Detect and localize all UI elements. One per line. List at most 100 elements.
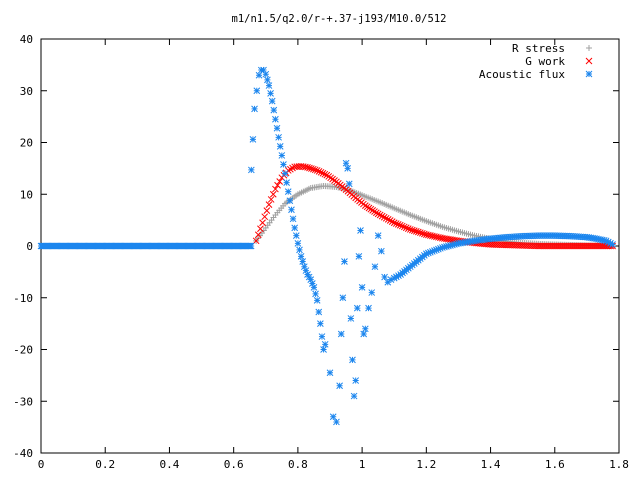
x-tick-label: 1.8 [609, 458, 629, 471]
g-work-point [319, 169, 327, 177]
cross-marker [380, 213, 388, 221]
star-marker [276, 143, 284, 150]
star-marker [280, 161, 287, 168]
g-work-point [259, 219, 266, 227]
g-work-point [302, 163, 309, 171]
y-tick-label: -20 [13, 344, 33, 357]
y-tick-label: 40 [20, 33, 33, 46]
g-work-point [404, 225, 412, 232]
star-marker [286, 197, 294, 205]
acoustic-flux-point [433, 246, 440, 254]
cross-marker [435, 233, 442, 241]
star-marker [604, 238, 612, 246]
star-marker [273, 124, 281, 132]
acoustic-flux-point [381, 273, 388, 281]
star-marker [281, 170, 289, 177]
g-work-point [257, 225, 264, 233]
x-tick-label: 0.6 [224, 458, 244, 471]
g-work-point [392, 220, 400, 227]
acoustic-flux-point [426, 248, 434, 256]
star-marker [422, 250, 430, 258]
acoustic-flux-point [357, 227, 364, 234]
acoustic-flux-point [294, 240, 302, 247]
acoustic-flux-point [437, 244, 444, 252]
g-work-point [433, 233, 440, 241]
star-marker [291, 224, 299, 232]
cross-marker [376, 211, 384, 219]
acoustic-flux-point [275, 133, 282, 141]
star-marker [329, 413, 337, 421]
y-tick-label: 10 [20, 188, 33, 201]
star-marker [390, 274, 398, 282]
star-marker [374, 232, 382, 240]
g-work-point [376, 211, 384, 219]
acoustic-flux-point [320, 346, 327, 353]
g-work-point [311, 166, 319, 174]
star-marker [270, 106, 278, 114]
acoustic-flux-point [286, 197, 294, 205]
cross-marker [257, 225, 264, 233]
cross-marker [396, 221, 404, 229]
g-work-point [414, 228, 422, 236]
star-marker [267, 89, 274, 97]
cross-marker [276, 178, 284, 185]
cross-marker [382, 214, 390, 222]
cross-marker [408, 226, 416, 234]
chart-title: m1/n1.5/q2.0/r-+.37-j193/M10.0/512 [232, 13, 447, 25]
cross-marker [429, 232, 436, 240]
acoustic-flux-point [336, 382, 343, 390]
cross-marker [414, 228, 422, 236]
cross-marker [433, 233, 440, 241]
acoustic-flux-point [451, 241, 458, 248]
g-work-point [408, 226, 416, 234]
acoustic-flux-point [262, 70, 270, 78]
g-work-point [384, 216, 392, 223]
acoustic-flux-point [268, 97, 276, 105]
star-marker [437, 244, 444, 252]
star-marker [333, 418, 340, 426]
g-work-point [420, 230, 428, 238]
star-marker [307, 276, 315, 283]
acoustic-flux-point [333, 418, 340, 426]
y-tick-label: -30 [13, 395, 33, 408]
star-marker [357, 227, 364, 234]
star-marker [262, 70, 270, 78]
star-marker [292, 232, 300, 240]
acoustic-flux-point [280, 161, 287, 168]
plus-marker [586, 45, 592, 51]
star-marker [297, 252, 305, 260]
x-tick-label: 0.2 [95, 458, 115, 471]
cross-marker [313, 167, 321, 174]
acoustic-flux-point [353, 304, 361, 312]
cross-marker [388, 218, 396, 225]
y-tick-label: -10 [13, 292, 33, 305]
acoustic-flux-point [339, 294, 347, 302]
cross-marker [311, 166, 319, 174]
acoustic-flux-point [284, 188, 292, 196]
axes: 0 0.2 0.4 0.6 0.8 1 1.2 1.4 1.6 1.8 -40 -30 -20 -10 0 1… [13, 33, 629, 471]
star-marker [453, 240, 460, 248]
x-tick-label: 1.6 [545, 458, 565, 471]
g-work-point [416, 229, 424, 237]
g-work-point [424, 231, 432, 239]
star-marker [317, 320, 324, 327]
acoustic-flux-point [247, 242, 255, 250]
star-marker [342, 159, 350, 167]
g-work-point [254, 231, 262, 239]
acoustic-flux-point [300, 263, 308, 271]
acoustic-flux-point [361, 325, 369, 333]
g-work-point [313, 167, 321, 174]
cross-marker [304, 163, 311, 171]
g-work-point [321, 170, 329, 178]
acoustic-flux-point [358, 284, 366, 291]
acoustic-flux-point [297, 252, 305, 260]
acoustic-flux-point [283, 179, 291, 186]
star-marker [260, 66, 267, 74]
g-work-point [412, 228, 420, 235]
legend-marker-g-work [585, 57, 593, 65]
star-marker [368, 289, 376, 296]
star-marker [336, 382, 343, 390]
legend-marker-r-stress [586, 45, 592, 51]
g-work-point [418, 229, 426, 237]
acoustic-flux-point [265, 82, 273, 89]
